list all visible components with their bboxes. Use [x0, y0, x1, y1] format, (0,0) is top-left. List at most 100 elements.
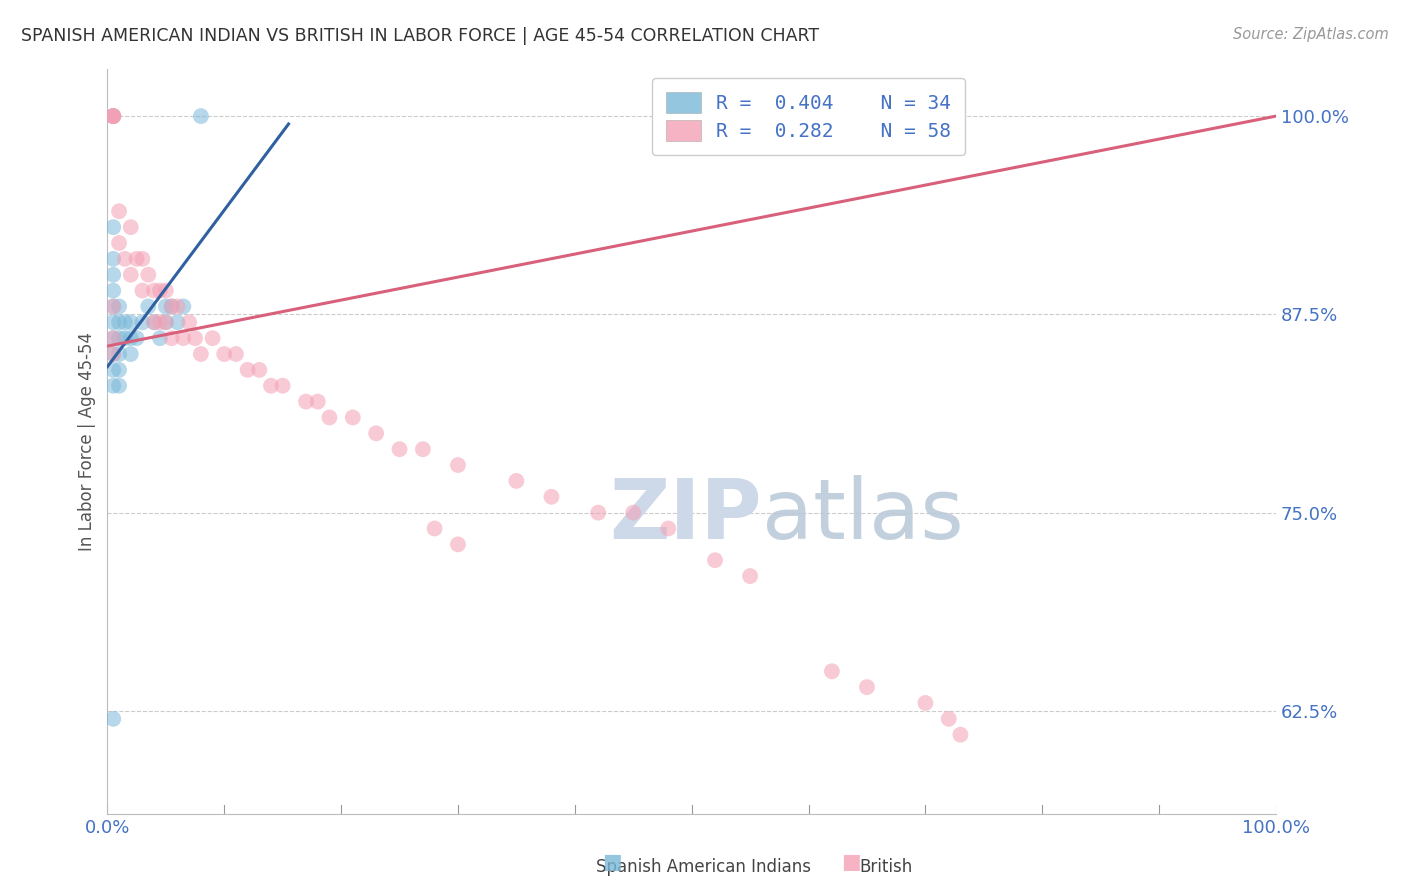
Point	[155, 315, 177, 329]
Point	[103, 712, 125, 726]
Point	[103, 252, 125, 266]
Point	[212, 347, 235, 361]
Point	[108, 378, 131, 392]
Point	[247, 363, 270, 377]
Point	[225, 347, 247, 361]
Point	[103, 300, 125, 314]
Point	[914, 696, 936, 710]
Point	[103, 331, 125, 345]
Point	[179, 315, 201, 329]
Point	[103, 268, 125, 282]
Text: Spanish American Indians: Spanish American Indians	[596, 858, 810, 876]
Point	[166, 315, 188, 329]
Point	[120, 268, 142, 282]
Point	[103, 109, 125, 123]
Point	[103, 300, 125, 314]
Point	[160, 300, 183, 314]
Point	[540, 490, 562, 504]
Point	[738, 569, 761, 583]
Point	[131, 315, 153, 329]
Point	[949, 728, 972, 742]
Point	[103, 109, 125, 123]
Point	[190, 347, 212, 361]
Point	[120, 331, 142, 345]
Point	[155, 315, 177, 329]
Point	[136, 268, 159, 282]
Point	[704, 553, 727, 567]
Point	[120, 315, 142, 329]
Point	[108, 204, 131, 219]
Point	[172, 300, 194, 314]
Point	[143, 315, 166, 329]
Text: British: British	[859, 858, 912, 876]
Point	[131, 284, 153, 298]
Point	[423, 521, 446, 535]
Y-axis label: In Labor Force | Age 45-54: In Labor Force | Age 45-54	[79, 332, 96, 550]
Point	[114, 252, 136, 266]
Point	[103, 109, 125, 123]
Point	[149, 284, 172, 298]
Point	[166, 300, 188, 314]
Point	[155, 284, 177, 298]
Point	[657, 521, 679, 535]
Point	[143, 284, 166, 298]
Point	[505, 474, 527, 488]
Point	[621, 506, 644, 520]
Point	[201, 331, 224, 345]
Text: ZIP: ZIP	[609, 475, 762, 557]
Point	[103, 347, 125, 361]
Point	[108, 315, 131, 329]
Point	[172, 331, 194, 345]
Point	[103, 331, 125, 345]
Point	[447, 537, 470, 551]
Legend: R =  0.404    N = 34, R =  0.282    N = 58: R = 0.404 N = 34, R = 0.282 N = 58	[652, 78, 965, 154]
Point	[136, 300, 159, 314]
Text: atlas: atlas	[762, 475, 963, 557]
Point	[103, 378, 125, 392]
Text: Source: ZipAtlas.com: Source: ZipAtlas.com	[1233, 27, 1389, 42]
Point	[856, 680, 879, 694]
Point	[190, 109, 212, 123]
Point	[149, 315, 172, 329]
Point	[342, 410, 364, 425]
Point	[103, 109, 125, 123]
Point	[447, 458, 470, 472]
Point	[131, 252, 153, 266]
Point	[366, 426, 388, 441]
Point	[108, 300, 131, 314]
Point	[108, 363, 131, 377]
Point	[295, 394, 318, 409]
Point	[108, 235, 131, 250]
Point	[114, 331, 136, 345]
Point	[271, 378, 294, 392]
Point	[821, 665, 844, 679]
Point	[586, 506, 609, 520]
Point	[120, 347, 142, 361]
Point	[108, 331, 131, 345]
Point	[318, 410, 340, 425]
Point	[103, 315, 125, 329]
Text: SPANISH AMERICAN INDIAN VS BRITISH IN LABOR FORCE | AGE 45-54 CORRELATION CHART: SPANISH AMERICAN INDIAN VS BRITISH IN LA…	[21, 27, 820, 45]
Point	[125, 252, 148, 266]
Point	[160, 331, 183, 345]
Point	[114, 315, 136, 329]
Point	[103, 284, 125, 298]
Point	[184, 331, 207, 345]
Point	[236, 363, 259, 377]
Point	[120, 220, 142, 235]
Point	[155, 300, 177, 314]
Point	[938, 712, 960, 726]
Point	[103, 363, 125, 377]
Point	[388, 442, 411, 457]
Text: ■: ■	[602, 853, 621, 872]
Point	[412, 442, 434, 457]
Point	[103, 220, 125, 235]
Point	[125, 331, 148, 345]
Text: ■: ■	[841, 853, 860, 872]
Point	[160, 300, 183, 314]
Point	[260, 378, 283, 392]
Point	[103, 347, 125, 361]
Point	[307, 394, 329, 409]
Point	[108, 347, 131, 361]
Point	[103, 109, 125, 123]
